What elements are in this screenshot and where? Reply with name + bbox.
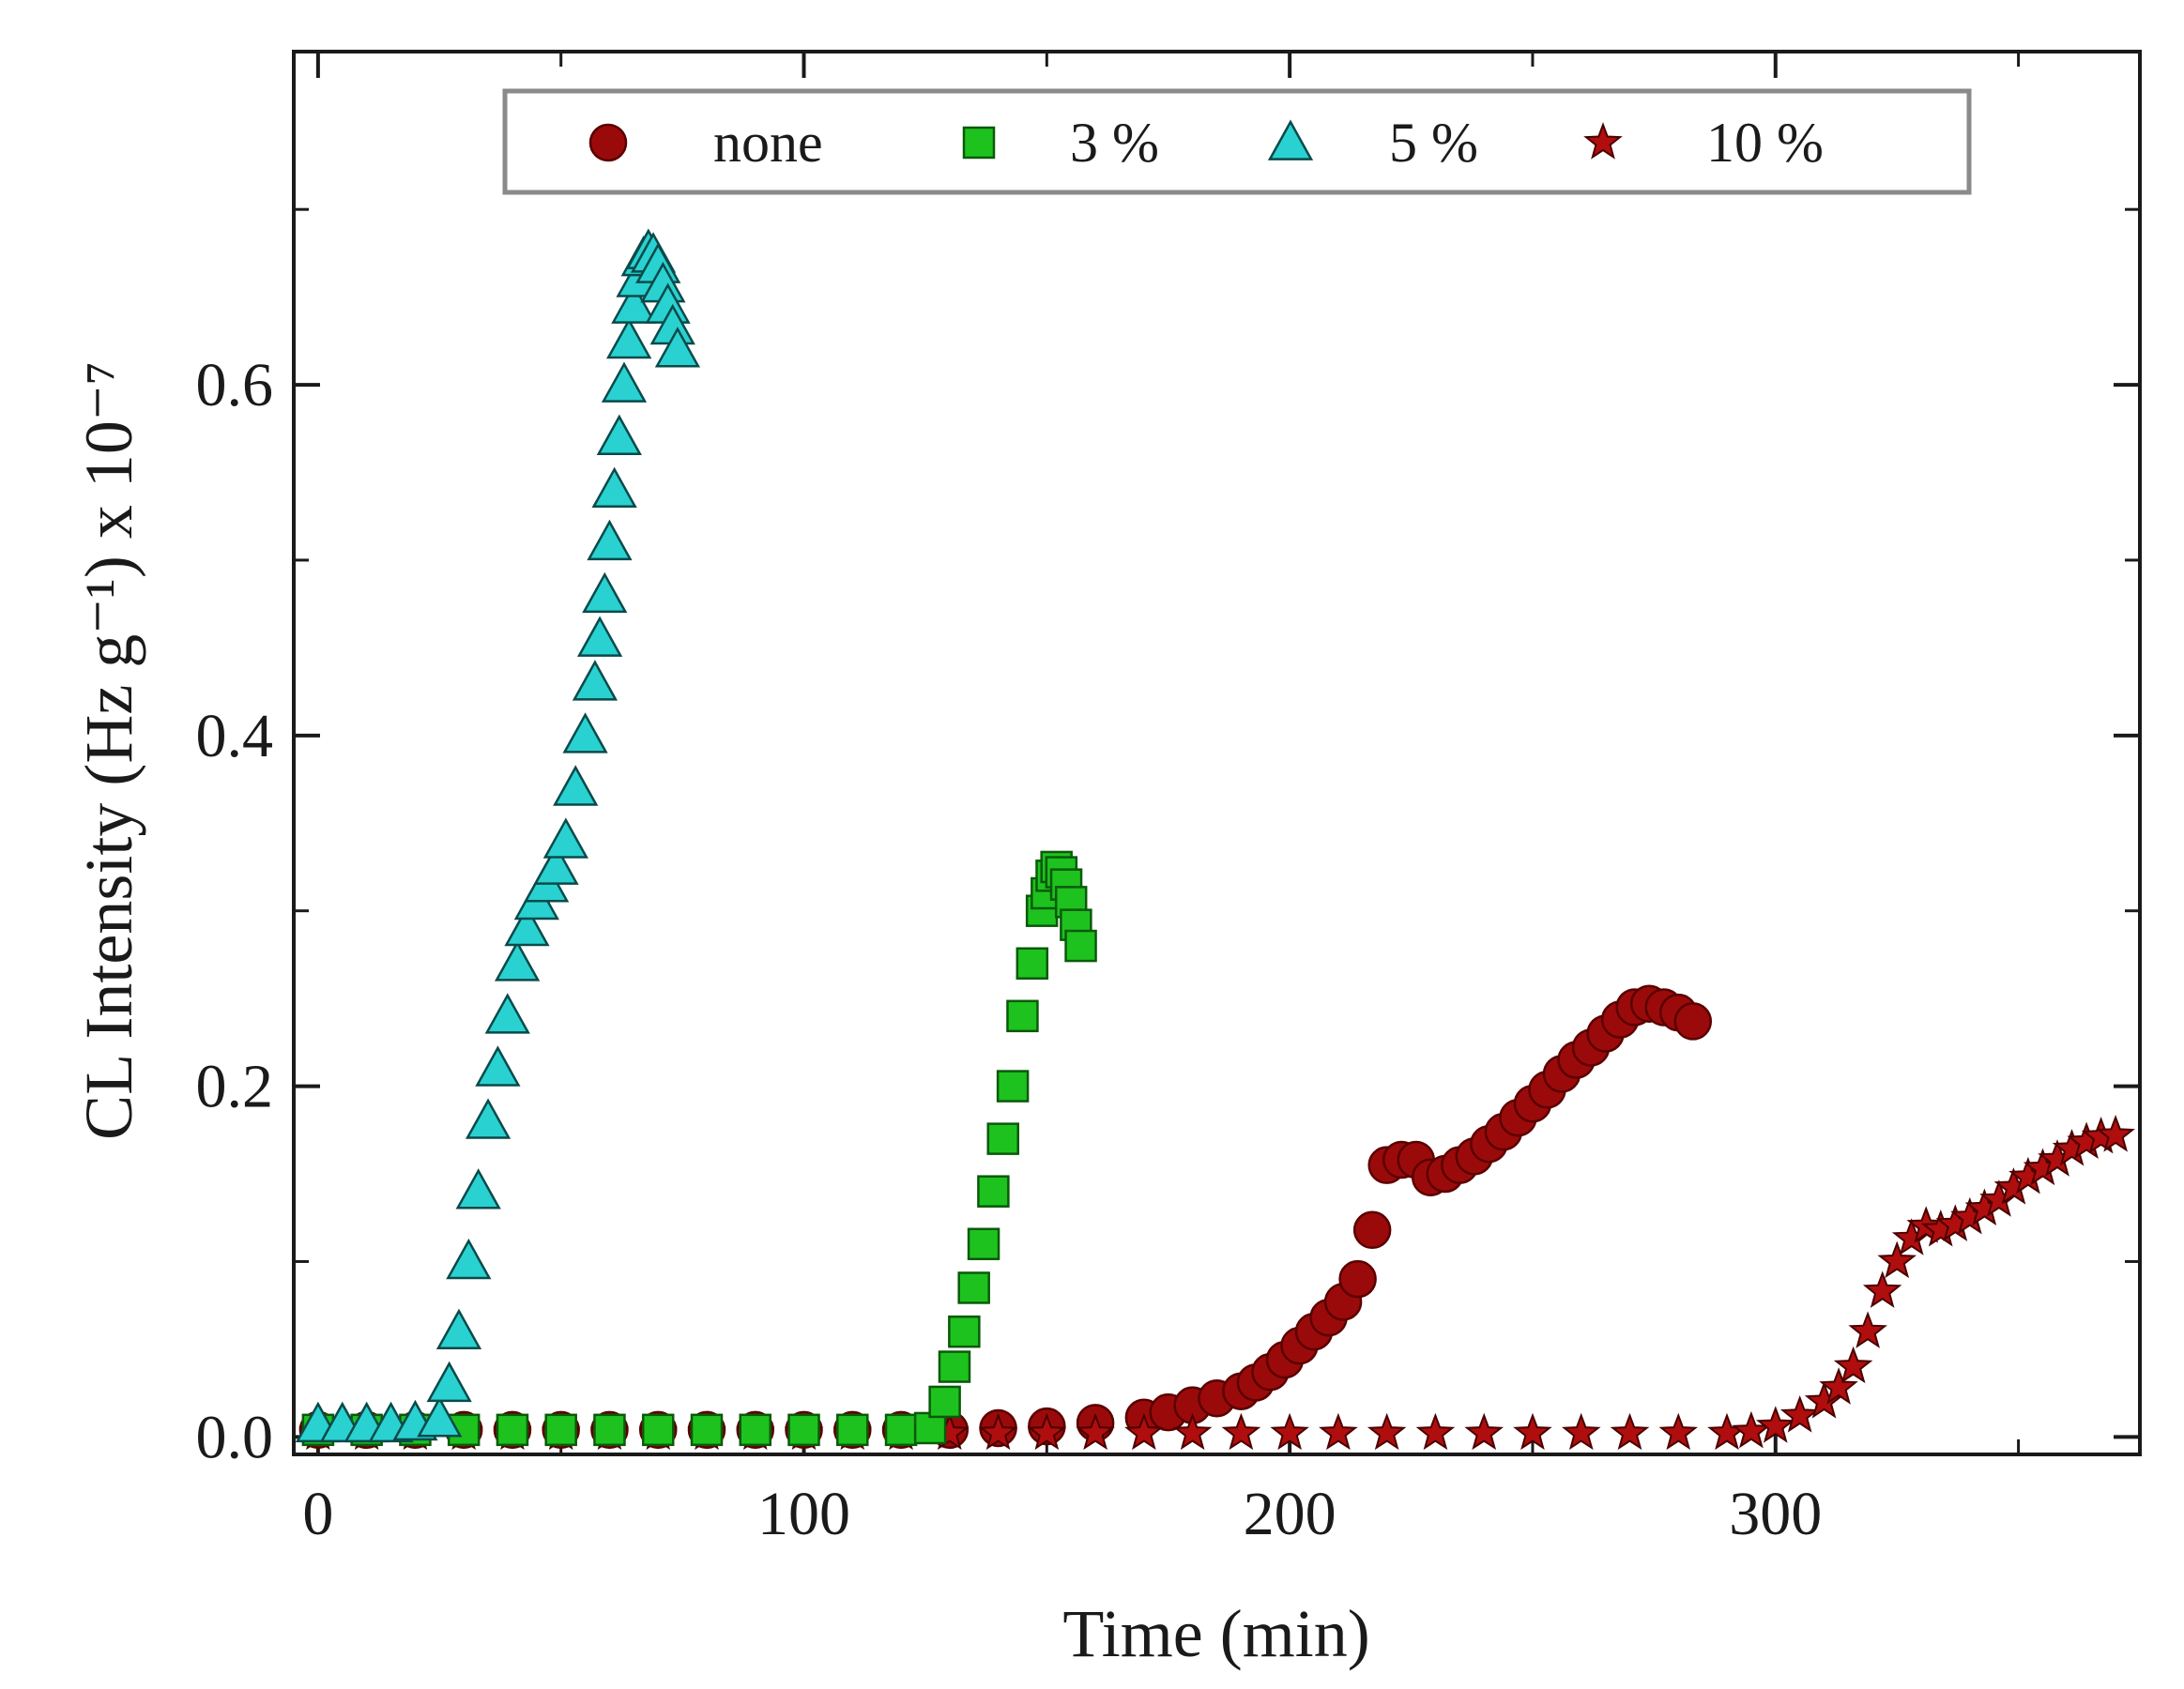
point-5 (591, 466, 637, 509)
point-3 (957, 1271, 990, 1304)
point-5 (426, 1361, 472, 1403)
point-5 (455, 1168, 501, 1210)
y-tick-label: 0.2 (196, 1053, 274, 1121)
point-5 (596, 414, 642, 455)
point-5 (611, 282, 657, 324)
point-10 (1658, 1412, 1699, 1451)
point-10 (1076, 1412, 1115, 1451)
x-axis-title: Time (min) (1062, 1596, 1369, 1671)
point-5 (533, 844, 579, 885)
point-5 (572, 660, 619, 701)
point-10 (1877, 1240, 1917, 1279)
point-3 (967, 1227, 1000, 1260)
point-10 (1221, 1412, 1261, 1451)
legend-label-10: 10 % (1706, 112, 1824, 174)
point-10 (1779, 1395, 1820, 1433)
point-10 (1610, 1412, 1650, 1451)
point-5 (654, 327, 701, 368)
legend-label-3: 3 % (1070, 112, 1159, 174)
point-10 (1755, 1406, 1795, 1443)
point-3 (1016, 947, 1049, 980)
point-10 (1027, 1412, 1067, 1451)
point-10 (1367, 1412, 1407, 1451)
x-tick-label: 0 (302, 1480, 333, 1548)
legend-marker-10 (1583, 122, 1623, 160)
point-3 (986, 1122, 1019, 1155)
point-3 (641, 1413, 675, 1447)
x-tick-label: 200 (1244, 1480, 1336, 1548)
point-none (1338, 1259, 1377, 1299)
series-5 (295, 228, 701, 1443)
legend-box (502, 88, 1972, 195)
point-5 (435, 1308, 482, 1350)
legend-label-5: 5 % (1389, 112, 1478, 174)
point-10 (1819, 1367, 1858, 1405)
point-10 (1270, 1412, 1309, 1451)
point-5 (606, 317, 652, 359)
x-tick-label: 100 (757, 1480, 850, 1548)
y-tick-label: 0.6 (196, 351, 274, 419)
point-10 (2096, 1115, 2135, 1152)
point-10 (978, 1412, 1018, 1451)
point-none (1673, 1002, 1713, 1041)
point-3 (977, 1175, 1010, 1208)
point-3 (544, 1413, 577, 1447)
point-5 (587, 519, 633, 561)
point-10 (1848, 1311, 1887, 1348)
legend-marker-none (588, 123, 628, 162)
point-5 (601, 361, 648, 403)
point-10 (1124, 1412, 1164, 1451)
legend: none 3 % 5 % 10 % (502, 88, 1972, 195)
point-3 (593, 1413, 626, 1447)
data-markers (295, 228, 2135, 1451)
point-10 (1561, 1412, 1601, 1451)
point-3 (948, 1315, 981, 1348)
point-5 (417, 1396, 463, 1438)
point-3 (787, 1413, 820, 1447)
point-3 (496, 1413, 529, 1447)
legend-marker-3 (962, 126, 996, 160)
point-10 (1513, 1412, 1552, 1451)
y-axis-title: CL Intensity (Hz g⁻¹) x 10⁻⁷ (71, 361, 146, 1140)
point-3 (938, 1350, 971, 1383)
point-3 (1006, 999, 1039, 1033)
point-5 (582, 571, 628, 614)
point-10 (1833, 1346, 1873, 1384)
point-10 (1862, 1271, 1902, 1308)
legend-label-none: none (713, 112, 823, 174)
point-5 (446, 1238, 492, 1280)
point-3 (836, 1413, 869, 1447)
point-3 (1064, 929, 1097, 963)
point-5 (465, 1098, 512, 1139)
point-3 (690, 1413, 724, 1447)
point-10 (1319, 1412, 1358, 1451)
point-5 (504, 905, 550, 947)
y-tick-label: 0.0 (196, 1403, 274, 1471)
point-3 (739, 1413, 771, 1447)
point-3 (996, 1070, 1030, 1103)
x-tick-label: 300 (1729, 1480, 1822, 1548)
point-5 (562, 712, 608, 753)
point-3 (884, 1413, 918, 1447)
point-10 (1464, 1412, 1504, 1451)
legend-marker-5 (1267, 119, 1314, 160)
point-10 (1415, 1412, 1456, 1451)
tick-labels: 0 100 200 300 0.0 0.2 0.4 0.6 (196, 351, 1823, 1548)
point-5 (542, 817, 588, 859)
point-5 (553, 765, 599, 806)
point-none (1352, 1210, 1392, 1250)
point-3 (928, 1385, 961, 1419)
point-10 (1172, 1412, 1213, 1451)
point-5 (475, 1045, 521, 1087)
point-5 (576, 616, 623, 657)
point-5 (484, 993, 530, 1034)
point-3 (913, 1411, 947, 1445)
point-5 (494, 940, 541, 981)
y-tick-label: 0.4 (196, 702, 274, 770)
